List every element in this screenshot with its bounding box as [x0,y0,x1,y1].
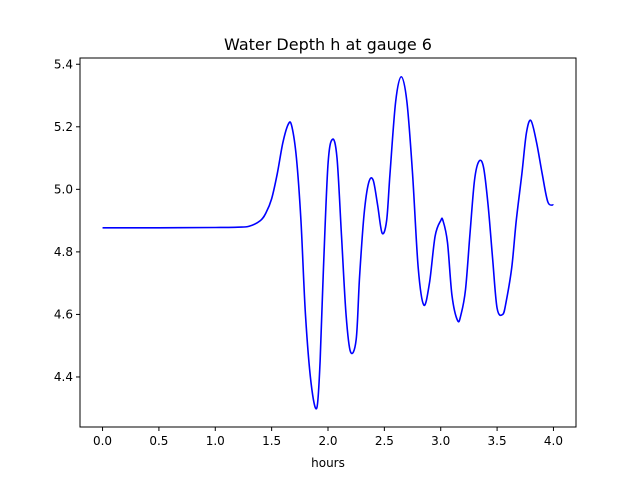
x-axis: 0.0 0.5 1.0 1.5 2.0 2.5 3.0 3.5 4.0 [93,427,563,448]
series-layer [102,75,554,410]
x-tick-label: 2.0 [318,434,337,448]
x-tick-label: 1.5 [262,434,281,448]
y-tick-label: 5.2 [54,120,73,134]
x-tick-label: 3.5 [488,434,507,448]
chart-title: Water Depth h at gauge 6 [224,35,432,54]
y-axis: 4.4 4.6 4.8 5.0 5.2 5.4 [54,57,80,384]
x-tick-label: 2.5 [375,434,394,448]
plot-area [80,58,576,427]
y-tick-label: 4.8 [54,245,73,259]
x-tick-label: 0.0 [93,434,112,448]
y-tick-label: 5.0 [54,182,73,196]
y-tick-label: 5.4 [54,57,73,71]
x-tick-label: 3.0 [431,434,450,448]
series-line [102,75,554,410]
y-tick-label: 4.4 [54,370,73,384]
x-axis-label: hours [311,456,345,470]
x-tick-label: 4.0 [544,434,563,448]
y-tick-label: 4.6 [54,307,73,321]
x-tick-label: 1.0 [206,434,225,448]
x-tick-label: 0.5 [149,434,168,448]
